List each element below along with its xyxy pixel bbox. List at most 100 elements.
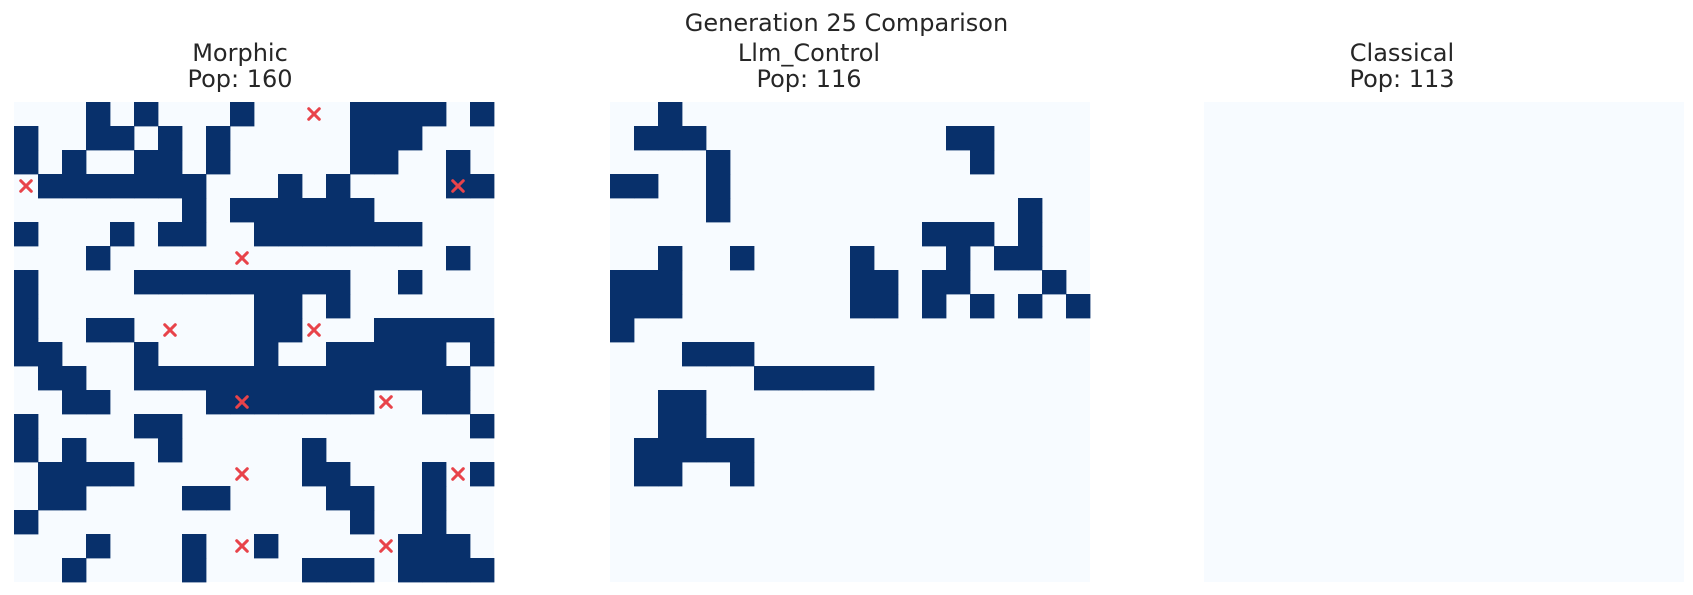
x-marker — [307, 107, 321, 121]
heatmap-cell — [610, 294, 635, 319]
heatmap-cell — [182, 534, 207, 559]
heatmap-cell — [706, 438, 731, 463]
heatmap-cell — [86, 462, 111, 487]
heatmap-cell — [158, 222, 183, 247]
heatmap-cell — [86, 174, 111, 199]
heatmap-cell — [254, 270, 279, 295]
heatmap-cell — [86, 390, 111, 415]
heatmap-cell — [254, 198, 279, 223]
heatmap-cell — [110, 222, 135, 247]
heatmap-cell — [970, 222, 995, 247]
heatmap-cell — [86, 126, 111, 151]
heatmap-cell — [326, 198, 351, 223]
heatmap-cell — [326, 342, 351, 367]
heatmap-cell — [182, 558, 207, 583]
heatmap-cell — [278, 294, 303, 319]
heatmap-cell — [110, 462, 135, 487]
heatmap-cell — [326, 558, 351, 583]
heatmap-cell — [182, 366, 207, 391]
heatmap-cell — [350, 342, 375, 367]
heatmap-cell — [158, 270, 183, 295]
heatmap-cell — [110, 126, 135, 151]
heatmap-cell — [254, 342, 279, 367]
heatmap-cell — [350, 126, 375, 151]
heatmap-cell — [374, 150, 399, 175]
heatmap-cell — [946, 126, 971, 151]
heatmap-cell — [634, 174, 659, 199]
heatmap-cell — [850, 294, 875, 319]
heatmap-cell — [658, 294, 683, 319]
heatmap-cell — [446, 318, 471, 343]
heatmap-panel-morphic — [14, 102, 495, 583]
heatmap-cell — [778, 366, 803, 391]
heatmap-cell — [398, 126, 423, 151]
heatmap-cell — [86, 246, 111, 271]
heatmap-cell — [302, 558, 327, 583]
heatmap-cell — [110, 318, 135, 343]
heatmap-cell — [254, 294, 279, 319]
heatmap-cell — [158, 126, 183, 151]
heatmap-cell — [206, 270, 231, 295]
x-marker — [451, 467, 465, 481]
heatmap-cell — [374, 366, 399, 391]
heatmap-cell — [350, 510, 375, 535]
heatmap-cell — [706, 150, 731, 175]
heatmap-cell — [278, 222, 303, 247]
heatmap-cell — [110, 174, 135, 199]
heatmap-cell — [62, 462, 87, 487]
heatmap-cell — [350, 486, 375, 511]
heatmap-cell — [134, 414, 159, 439]
heatmap-cell — [422, 342, 447, 367]
heatmap-cell — [158, 174, 183, 199]
panel-population: Pop: 116 — [756, 65, 862, 93]
heatmap-cell — [398, 318, 423, 343]
heatmap-cell — [302, 390, 327, 415]
heatmap-cell — [422, 366, 447, 391]
heatmap-cell — [946, 222, 971, 247]
heatmap-panel-llm-control — [610, 102, 1091, 582]
heatmap-cell — [470, 558, 495, 583]
heatmap-cell — [326, 486, 351, 511]
heatmap-cell — [682, 126, 707, 151]
heatmap-cell — [446, 558, 471, 583]
heatmap-cell — [398, 342, 423, 367]
panel-name: Llm_Control — [737, 39, 881, 67]
x-marker — [235, 539, 249, 553]
heatmap-cell — [970, 126, 995, 151]
heatmap-cell — [14, 222, 39, 247]
heatmap-cell — [922, 294, 947, 319]
heatmap-cell — [970, 150, 995, 175]
heatmap-cell — [206, 366, 231, 391]
x-marker — [379, 395, 393, 409]
heatmap-cell — [158, 414, 183, 439]
heatmap-cell — [14, 438, 39, 463]
heatmap-cell — [826, 366, 851, 391]
heatmap-cell — [326, 270, 351, 295]
panel-title-classical: Classical Pop: 113 — [1162, 40, 1642, 92]
heatmap-cell — [610, 270, 635, 295]
heatmap-cell — [422, 558, 447, 583]
heatmap-cell — [182, 198, 207, 223]
panel-population: Pop: 113 — [1349, 65, 1455, 93]
heatmap-cell — [470, 414, 495, 439]
heatmap-cell — [158, 150, 183, 175]
heatmap-cell — [62, 486, 87, 511]
heatmap-cell — [398, 366, 423, 391]
heatmap-cell — [38, 174, 63, 199]
heatmap-cell — [350, 198, 375, 223]
heatmap-cell — [134, 342, 159, 367]
heatmap-cell — [230, 102, 255, 127]
heatmap-cell — [278, 198, 303, 223]
heatmap-cell — [730, 462, 755, 487]
heatmap-cell — [446, 246, 471, 271]
heatmap-cell — [634, 438, 659, 463]
heatmap-cell — [610, 318, 635, 343]
heatmap-cell — [374, 342, 399, 367]
heatmap-cell — [946, 270, 971, 295]
heatmap-cell — [182, 270, 207, 295]
heatmap-cell — [38, 342, 63, 367]
heatmap-cell — [470, 342, 495, 367]
heatmap-cell — [398, 222, 423, 247]
heatmap-cell — [422, 390, 447, 415]
